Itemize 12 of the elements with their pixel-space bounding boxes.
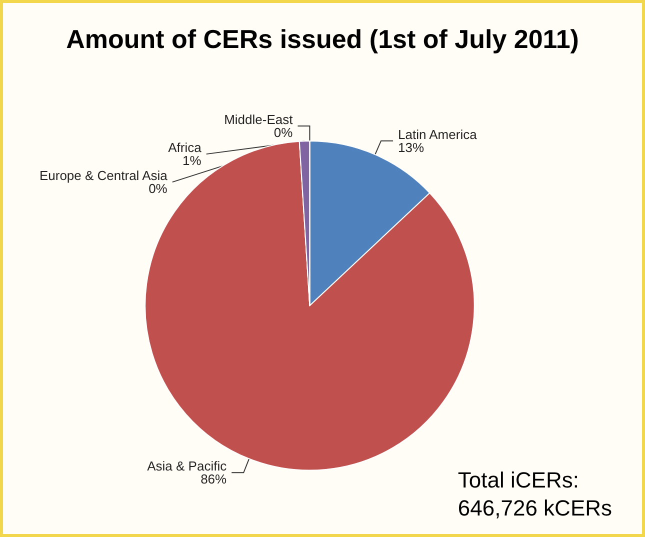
text: Total iCERs: 646,726 kCERs [458,468,612,520]
data-label: 86% [200,472,228,487]
slice-label: Africa [168,140,202,156]
category-label: Middle-East [224,112,293,128]
category-label: Europe & Central Asia [39,168,168,184]
data-label: 1% [182,153,202,168]
text: 0% [274,125,293,140]
text: 0% [148,181,168,196]
slice-label: Latin America [398,126,478,142]
chart-title: Amount of CERs issued (1st of July 2011) [66,24,579,54]
data-label: 13% [398,140,425,155]
slice-label: Asia & Pacific [147,458,228,474]
